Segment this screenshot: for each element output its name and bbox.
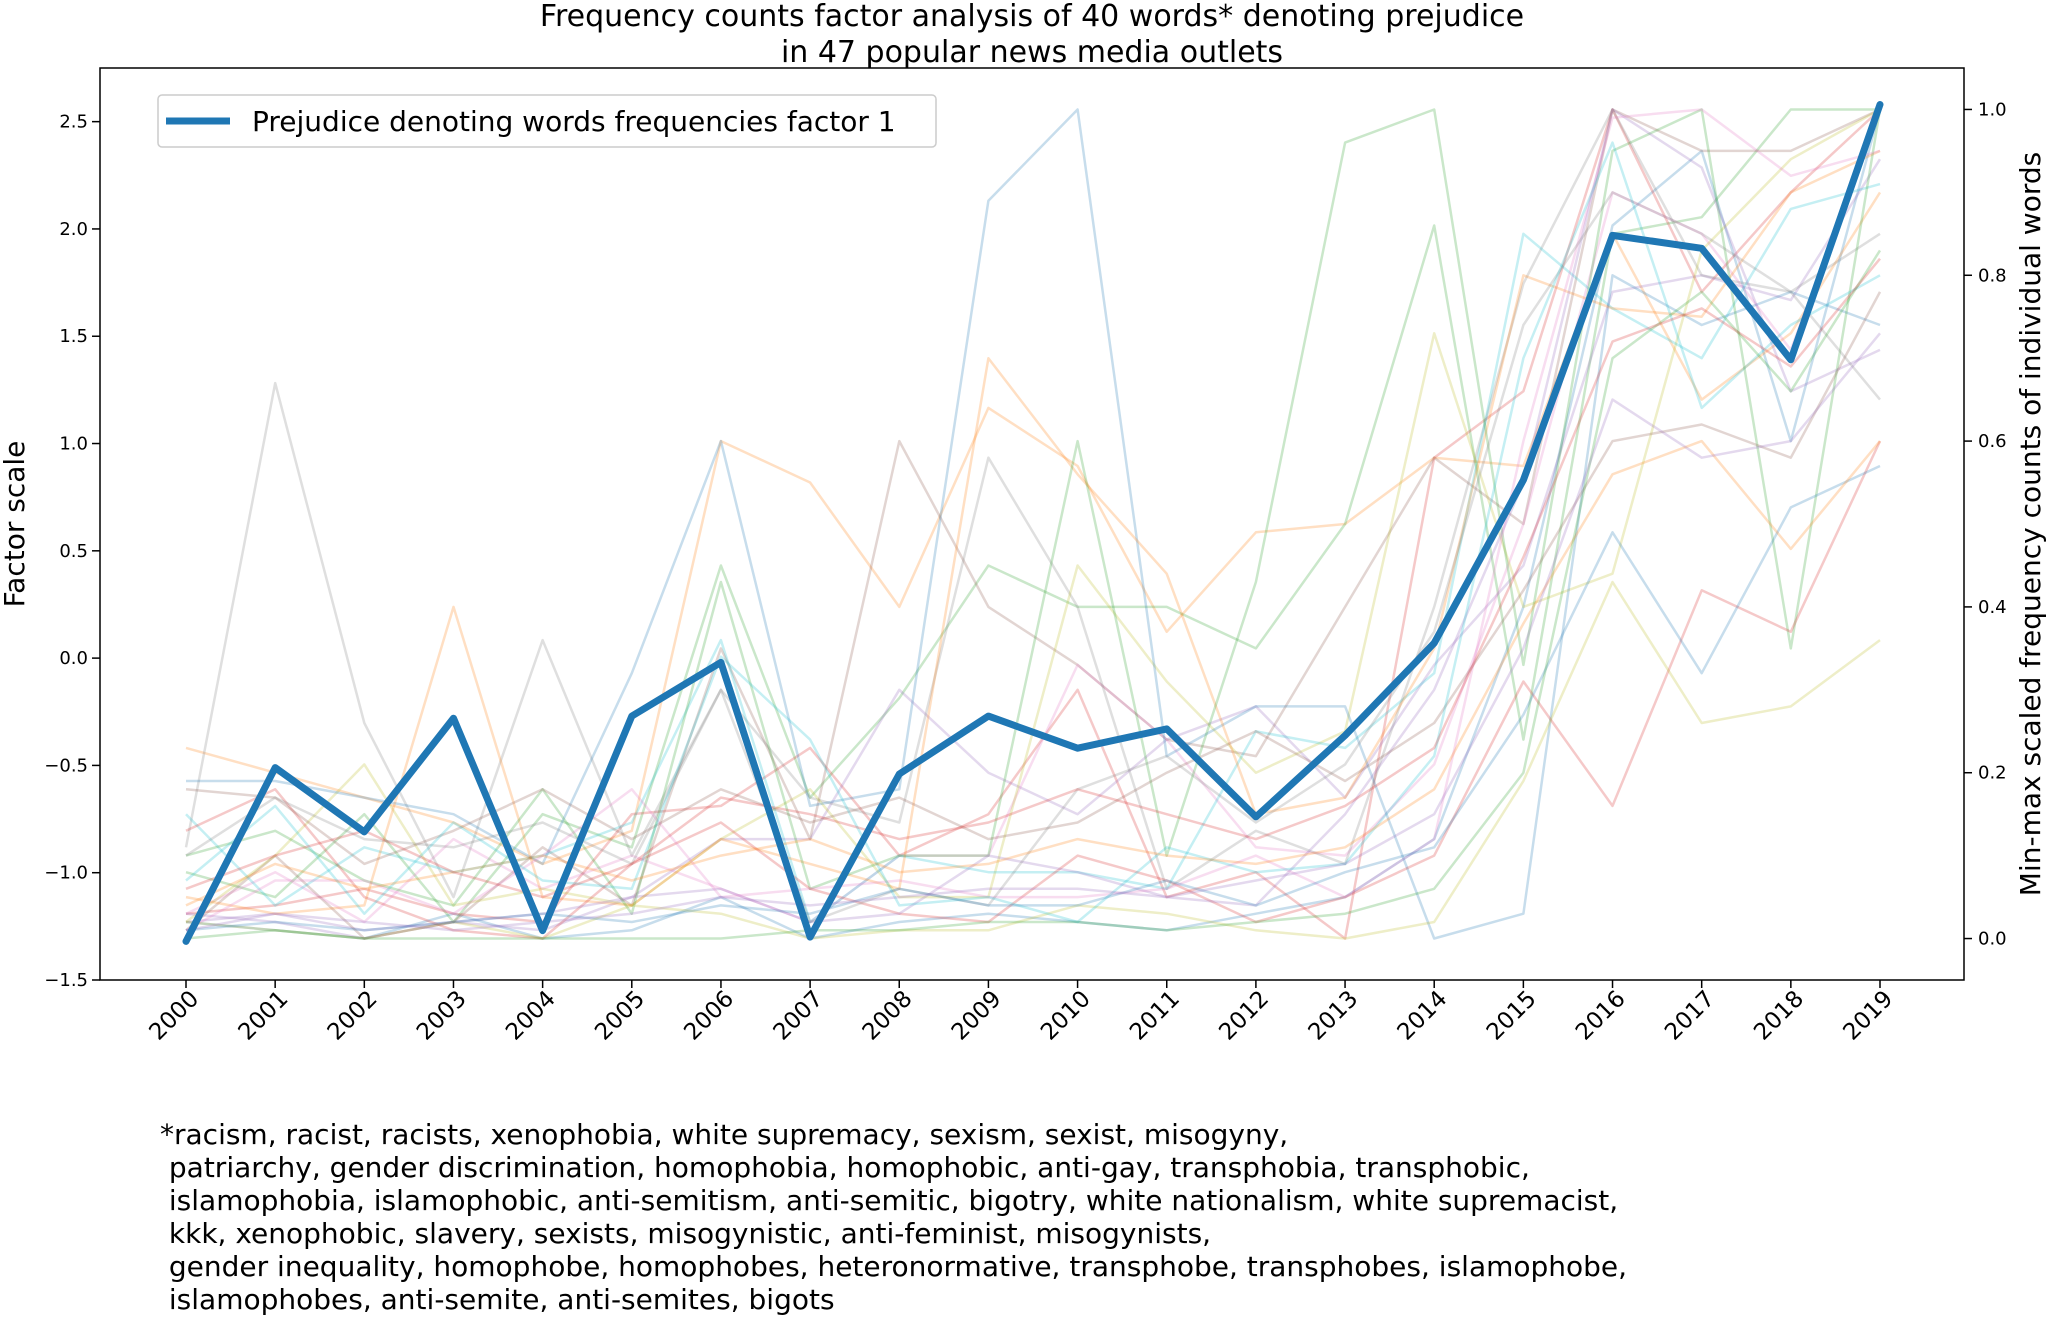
- legend: Prejudice denoting words frequencies fac…: [157, 94, 937, 148]
- right-y-axis-label: Min-max scaled frequency counts of indiv…: [2014, 152, 2047, 896]
- word-frequency-line: [185, 108, 1881, 940]
- footnote-line: *racism, racist, racists, xenophobia, wh…: [160, 1118, 1289, 1151]
- left-y-axis: 2.5 2.0 1.5 1.0 0.5 0.0 −0.5 −1.0 −1.5: [44, 112, 100, 991]
- word-frequency-line: [185, 249, 1882, 940]
- word-frequency-line: [185, 108, 1881, 932]
- x-tick-label: 2016: [1571, 986, 1631, 1046]
- x-tick-label: 2008: [858, 986, 918, 1046]
- x-tick-label: 2005: [590, 986, 650, 1046]
- x-tick-label: 2004: [501, 986, 561, 1046]
- left-tick-label: 1.0: [59, 434, 88, 455]
- left-tick-label: 2.0: [59, 219, 88, 240]
- footnote-line: kkk, xenophobic, slavery, sexists, misog…: [160, 1217, 1212, 1250]
- x-tick-label: 2009: [947, 986, 1007, 1046]
- right-tick-label: 0.2: [1978, 763, 2007, 784]
- factor-line: [182, 101, 1884, 945]
- right-tick-label: 1.0: [1978, 99, 2007, 120]
- word-frequency-line: [185, 108, 1881, 940]
- chart-title-line-2: in 47 popular news media outlets: [781, 35, 1283, 70]
- legend-label: Prejudice denoting words frequencies fac…: [252, 105, 896, 138]
- word-frequency-line: [185, 109, 1882, 940]
- footnote-line: islamophobes, anti-semite, anti-semites,…: [160, 1283, 835, 1316]
- legend-box: [157, 94, 937, 148]
- factor-series-line: [182, 101, 1884, 945]
- left-tick-label: 0.5: [59, 541, 88, 562]
- footnote-line: gender inequality, homophobe, homophobes…: [160, 1250, 1628, 1283]
- x-tick-label: 2000: [144, 986, 204, 1046]
- right-tick-label: 0.4: [1978, 597, 2007, 618]
- word-frequency-line: [185, 182, 1881, 924]
- left-tick-label: 0.0: [59, 648, 88, 669]
- chart: Frequency counts factor analysis of 40 w…: [0, 0, 2047, 1046]
- left-tick-label: −1.5: [44, 970, 88, 991]
- left-tick-label: 2.5: [59, 112, 88, 133]
- x-tick-label: 2007: [769, 986, 829, 1046]
- right-tick-label: 0.6: [1978, 431, 2007, 452]
- right-tick-label: 0.8: [1978, 265, 2007, 286]
- x-tick-label: 2014: [1393, 986, 1453, 1046]
- chart-title-line-1: Frequency counts factor analysis of 40 w…: [540, 0, 1524, 34]
- word-frequency-line: [185, 332, 1881, 932]
- x-tick-label: 2019: [1838, 986, 1898, 1046]
- x-tick-label: 2001: [234, 986, 294, 1046]
- x-tick-label: 2015: [1482, 986, 1542, 1046]
- word-frequency-line: [185, 439, 1881, 907]
- x-tick-label: 2011: [1125, 986, 1185, 1046]
- word-frequency-line: [184, 108, 1881, 899]
- left-tick-label: 1.5: [59, 326, 88, 347]
- word-frequency-line: [185, 291, 1882, 866]
- x-tick-label: 2017: [1660, 986, 1720, 1046]
- word-frequency-line: [185, 141, 1881, 924]
- word-frequency-line: [185, 464, 1881, 932]
- left-tick-label: −0.5: [44, 755, 88, 776]
- background-word-lines: [184, 108, 1882, 940]
- word-frequency-line: [185, 108, 1882, 915]
- x-tick-label: 2010: [1036, 986, 1096, 1046]
- right-tick-label: 0.0: [1978, 929, 2007, 950]
- right-y-axis: 1.0 0.8 0.6 0.4 0.2 0.0: [1964, 99, 2007, 950]
- x-tick-label: 2003: [412, 986, 472, 1046]
- word-frequency-line: [185, 109, 1882, 924]
- word-frequency-line: [185, 191, 1881, 924]
- word-frequency-line: [185, 108, 1880, 924]
- left-y-axis-label: Factor scale: [0, 441, 31, 608]
- footnote-line: islamophobia, islamophobic, anti-semitis…: [160, 1184, 1619, 1217]
- word-frequency-line: [185, 158, 1882, 932]
- x-tick-label: 2012: [1214, 986, 1274, 1046]
- word-frequency-line: [185, 149, 1881, 915]
- x-tick-label: 2006: [679, 986, 739, 1046]
- footnote: *racism, racist, racists, xenophobia, wh…: [160, 1118, 2010, 1316]
- word-frequency-line: [185, 440, 1882, 940]
- footnote-line: patriarchy, gender discrimination, homop…: [160, 1151, 1530, 1184]
- word-frequency-line: [185, 257, 1881, 899]
- word-frequency-line: [186, 108, 1881, 940]
- word-frequency-line: [185, 580, 1881, 940]
- plot-frame: [99, 67, 1965, 981]
- left-tick-label: −1.0: [44, 863, 88, 884]
- x-tick-label: 2002: [323, 986, 383, 1046]
- x-tick-label: 2013: [1304, 986, 1364, 1046]
- x-axis: 2000 2001 2002 2003 2004 2005 2006 2007 2008 2009…: [144, 980, 1898, 1046]
- x-tick-label: 2018: [1749, 986, 1809, 1046]
- word-frequency-line: [185, 108, 1881, 940]
